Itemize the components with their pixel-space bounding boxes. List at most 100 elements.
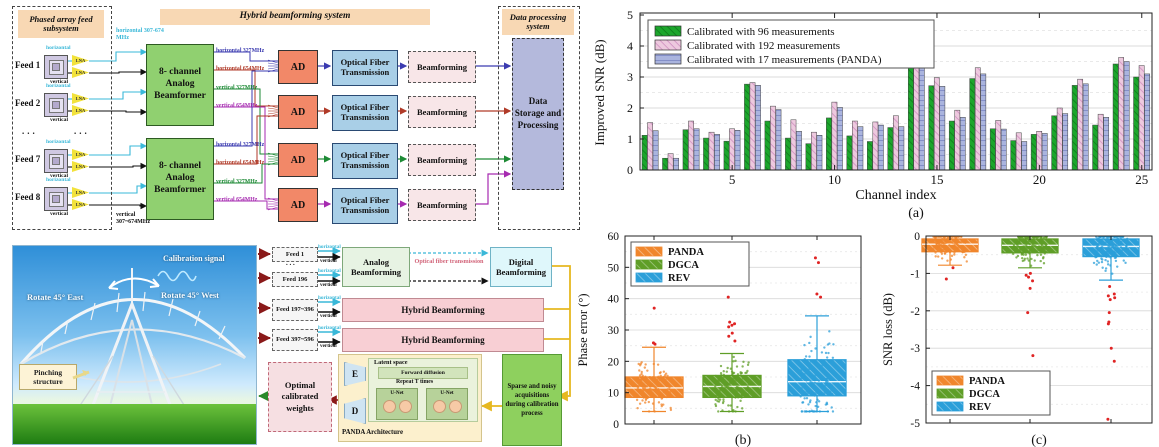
bar-ch23-s2	[1097, 113, 1104, 171]
wire-label: vertical	[320, 313, 337, 319]
data-storage-box: Data Storage and Processing	[512, 38, 564, 190]
output-band-label: vertical 327MHz	[216, 85, 258, 91]
lna-amplifier: LNA	[72, 67, 89, 78]
bar-ch24-s1	[1112, 63, 1119, 171]
box-group-rev	[1082, 235, 1140, 421]
bar-ch19-s3	[1021, 141, 1028, 171]
wire-label: vertical	[320, 258, 337, 264]
bar-ch20-s1	[1030, 134, 1037, 171]
system-architecture-diagram: Phased array feed subsystem Hybrid beamf…	[10, 2, 585, 234]
forward-diffusion-bar: Forward diffusion	[378, 367, 468, 379]
optical-fiber-block: Optical Fiber Transmission	[332, 143, 398, 179]
snr-loss-boxplot: 0 -1 -2 -3 -4 -5 SNR loss (dB) (c) PANDA DGCA REV	[880, 228, 1159, 447]
bar-ch20-s2	[1036, 131, 1043, 171]
wire-label: horizontal	[318, 325, 341, 331]
lna-amplifier: LNA	[72, 93, 89, 104]
svg-text:Improved SNR (dB): Improved SNR (dB)	[592, 39, 607, 145]
ad-converter: AD	[278, 95, 318, 129]
wire-label: horizontal	[318, 244, 341, 250]
wire-label: horizontal	[318, 268, 341, 274]
bar-ch22-s1	[1071, 85, 1078, 171]
svg-text:-5: -5	[910, 418, 920, 430]
improved-snr-bar-chart: 0 1 2 3 4 5 5 10 15 20 25 Channel index Improved SNR…	[592, 0, 1159, 226]
bar-ch8-s1	[785, 137, 791, 171]
bar-ch1-s1	[641, 135, 648, 171]
beamforming-block: Beamforming	[408, 51, 476, 83]
bar-chart-svg: 0 1 2 3 4 5 5 10 15 20 25 Channel index Improved SNR…	[592, 8, 1153, 221]
legend: PANDA DGCA REV	[931, 370, 1051, 416]
optical-fiber-block: Optical Fiber Transmission	[332, 50, 398, 86]
feed-1-box: Feed 1	[272, 247, 318, 262]
feed-dots: . . .	[286, 259, 295, 267]
bar-ch5-s3	[734, 130, 741, 171]
wire-label: vertical	[320, 282, 337, 288]
bar-ch15-s1	[928, 85, 935, 171]
horizontal-label: horizontal	[46, 177, 71, 183]
unet-block-1: U-Net	[376, 388, 418, 420]
svg-text:(a): (a)	[908, 206, 924, 221]
data-processing-title: Data processing system	[502, 9, 574, 35]
bar-ch11-s1	[846, 135, 853, 171]
boxplot-svg: 0 10 20 30 40 50 60 Phase error (°) (b) PANDA DGCA…	[576, 231, 862, 447]
svg-text:10: 10	[828, 172, 841, 187]
bar-ch22-s3	[1082, 83, 1089, 171]
lna-amplifier: LNA	[72, 55, 89, 66]
svg-text:2: 2	[627, 101, 633, 115]
bar-ch6-s3	[755, 85, 761, 171]
latent-space-label: Latent space	[374, 359, 408, 366]
phased-array-box	[12, 6, 112, 230]
bar-ch25-s2	[1138, 65, 1145, 171]
output-band-label: horizontal 654MHz	[216, 66, 265, 72]
antenna-icon	[44, 93, 68, 117]
box-group-panda	[921, 235, 979, 281]
bar-ch1-s2	[647, 122, 653, 171]
lna-amplifier: LNA	[72, 105, 89, 116]
svg-text:50: 50	[608, 262, 620, 274]
bar-ch12-s3	[878, 124, 884, 171]
bar-ch14-s1	[907, 56, 914, 171]
bar-ch7-s3	[775, 109, 782, 171]
bar-ch18-s1	[989, 128, 996, 171]
pinching-structure-callout: Pinching structure	[19, 364, 77, 390]
bar-ch24-s2	[1118, 57, 1124, 171]
rotate-east-label: Rotate 45° East	[27, 292, 84, 302]
analog-beamformer-1: 8- channel Analog Beamformer	[146, 44, 214, 126]
bar-ch10-s3	[837, 107, 843, 171]
optical-fiber-transmission-label: Optical fiber transmission	[414, 258, 484, 265]
unet-block-2: U-Net	[426, 388, 468, 420]
antenna-icon	[44, 55, 68, 79]
bar-ch9-s3	[816, 135, 823, 171]
bar-ch19-s2	[1015, 132, 1022, 171]
antenna-icon	[44, 149, 68, 173]
bar-ch3-s1	[682, 129, 689, 171]
bar-ch13-s1	[887, 127, 894, 171]
bar-ch10-s2	[831, 101, 838, 171]
analog-beamforming-block: Analog Beamforming	[342, 247, 410, 287]
svg-text:Calibrated with 192 measuremen: Calibrated with 192 measurements	[687, 40, 840, 52]
bar-ch21-s3	[1062, 113, 1069, 171]
bar-ch2-s3	[673, 157, 679, 171]
svg-text:30: 30	[608, 325, 620, 337]
output-band-label: horizontal 654MHz	[216, 160, 265, 166]
bar-ch7-s2	[770, 105, 776, 171]
svg-text:40: 40	[608, 294, 620, 306]
bar-ch16-s2	[954, 109, 961, 171]
optical-fiber-block: Optical Fiber Transmission	[332, 188, 398, 224]
feed-label: Feed 8	[15, 192, 41, 202]
bar-ch16-s3	[959, 117, 966, 171]
bar-ch22-s2	[1077, 78, 1084, 171]
svg-text:10: 10	[608, 388, 620, 400]
digital-beamforming-block: Digital Beamforming	[490, 247, 552, 287]
bar-ch5-s1	[723, 140, 730, 171]
svg-text:Calibrated with 17 measurement: Calibrated with 17 measurements (PANDA)	[687, 54, 882, 66]
boxplot-svg: 0 -1 -2 -3 -4 -5 SNR loss (dB) (c) PANDA DGCA REV	[881, 231, 1153, 447]
box-group-rev	[787, 256, 847, 413]
workflow-arrows	[258, 246, 571, 412]
svg-text:REV: REV	[668, 273, 691, 284]
svg-text:60: 60	[608, 231, 620, 243]
feeds-ellipsis: ...	[74, 126, 90, 136]
bar-ch21-s2	[1056, 107, 1063, 171]
bar-ch19-s1	[1010, 140, 1017, 171]
panda-architecture-caption: PANDA Architecture	[342, 429, 403, 436]
